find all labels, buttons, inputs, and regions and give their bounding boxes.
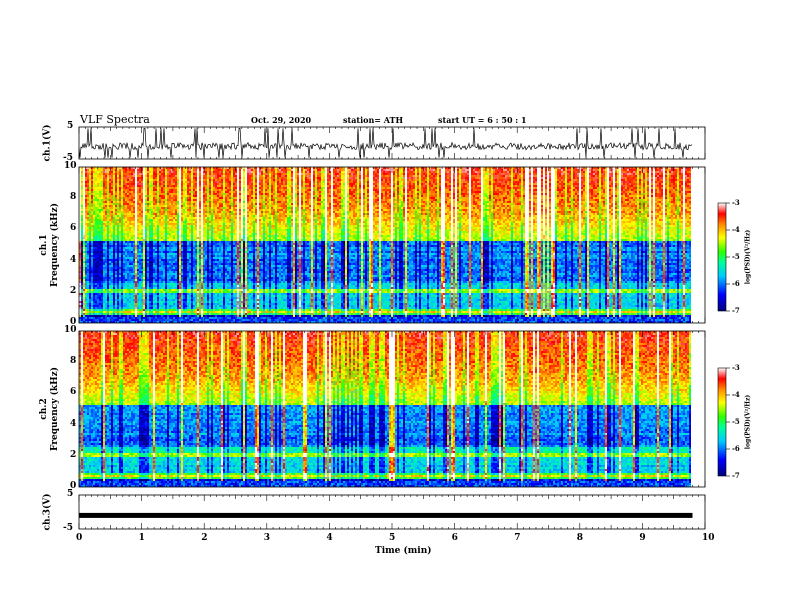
ch2-spectrogram-panel: [79, 331, 691, 487]
x-tick-label: 7: [514, 533, 520, 543]
y-tick-label: 8: [70, 356, 76, 366]
colorbar-label: log(PSD)(V²/Hz): [743, 395, 754, 449]
colorbar-tick-label: -5: [732, 252, 740, 261]
x-tick-label: 1: [139, 533, 145, 543]
ch1-ylabel: ch.1(V): [43, 125, 54, 162]
x-tick-label: 4: [326, 533, 332, 543]
station-label: station= ATH: [343, 115, 403, 125]
colorbar-tick-label: -6: [732, 444, 740, 453]
ch1-spec-ylabel: ch.1 Frequency (kHz): [39, 203, 61, 287]
ch3-voltage-trace: [79, 513, 692, 518]
y-tick-label: 5: [67, 489, 73, 499]
colorbar-tick-label: -7: [732, 471, 740, 480]
x-tick-label: 2: [201, 533, 207, 543]
x-tick-label: 0: [76, 533, 82, 543]
ch1-spectrogram-panel: [79, 167, 691, 323]
x-tick-label: 3: [264, 533, 270, 543]
x-tick-label: 6: [452, 533, 458, 543]
y-tick-label: 2: [70, 450, 76, 460]
colorbar-tick-label: -3: [732, 198, 740, 207]
x-tick-label: 5: [389, 533, 395, 543]
x-tick-label: 10: [702, 533, 715, 543]
y-tick-label: 6: [70, 223, 76, 233]
start-time-label: start UT = 6 : 50 : 1: [438, 115, 527, 125]
x-tick-label: 8: [577, 533, 583, 543]
figure-title: VLF Spectra: [80, 113, 150, 126]
y-tick-label: -5: [63, 523, 73, 533]
colorbar-tick-label: -3: [732, 363, 740, 372]
y-tick-label: 2: [70, 286, 76, 296]
y-tick-label: 4: [70, 419, 76, 429]
colorbar-ticks: [726, 203, 730, 476]
ch1-colorbar: [718, 203, 726, 311]
colorbar-tick-label: -4: [732, 390, 740, 399]
colorbar-tick-label: -4: [732, 225, 740, 234]
y-tick-label: 6: [70, 387, 76, 397]
y-tick-label: 4: [70, 255, 76, 265]
y-tick-label: 10: [64, 161, 77, 171]
colorbar-tick-label: -6: [732, 279, 740, 288]
ch3-ylabel: ch.3(V): [43, 494, 54, 531]
x-axis-label: Time (min): [375, 546, 432, 556]
ch2-colorbar: [718, 368, 726, 476]
y-tick-label: 10: [64, 325, 77, 335]
colorbar-tick-label: -5: [732, 417, 740, 426]
x-tick-label: 9: [639, 533, 645, 543]
colorbar-tick-label: -7: [732, 306, 740, 315]
y-tick-label: 5: [67, 121, 73, 131]
colorbar-label: log(PSD)(V²/Hz): [743, 230, 754, 284]
date-label: Oct. 29, 2020: [251, 115, 311, 125]
y-tick-label: 8: [70, 192, 76, 202]
ch2-spec-ylabel: ch.2 Frequency (kHz): [39, 367, 61, 451]
